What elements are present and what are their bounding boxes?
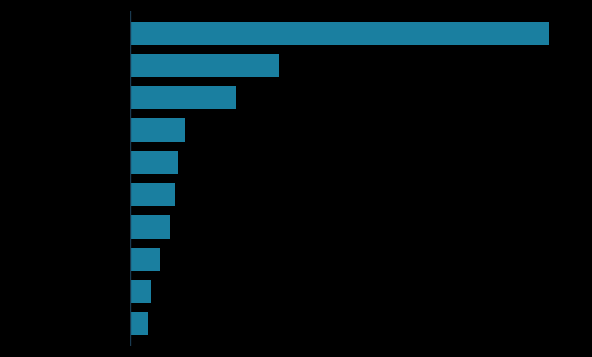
Bar bbox=[130, 280, 151, 303]
Bar bbox=[130, 215, 170, 238]
Bar bbox=[130, 86, 236, 110]
Bar bbox=[130, 183, 175, 206]
Bar bbox=[130, 151, 178, 174]
Bar bbox=[130, 54, 279, 77]
Bar bbox=[130, 119, 185, 142]
Bar bbox=[130, 312, 148, 335]
Bar bbox=[130, 22, 549, 45]
Bar bbox=[130, 247, 160, 271]
